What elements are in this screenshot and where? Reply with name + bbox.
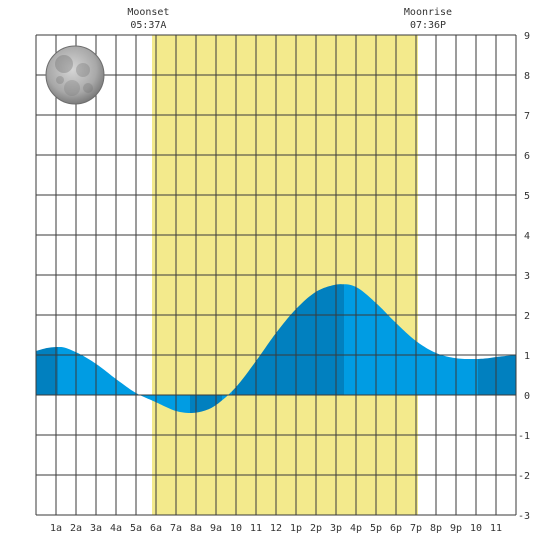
- annotation-label: Moonset: [127, 7, 169, 18]
- x-tick-label: 11: [250, 523, 262, 534]
- x-tick-label: 8a: [190, 523, 202, 534]
- y-tick-label: 6: [524, 151, 530, 162]
- x-tick-label: 4p: [350, 523, 362, 534]
- x-tick-label: 10: [470, 523, 482, 534]
- moon-crater: [56, 76, 64, 84]
- moon-phase-icon: [45, 45, 105, 105]
- moon-disc: [45, 45, 105, 105]
- x-tick-label: 5p: [370, 523, 382, 534]
- tide-area-segment: [36, 347, 58, 395]
- moon-crater: [83, 83, 93, 93]
- x-tick-label: 3a: [90, 523, 102, 534]
- moon-crater: [64, 80, 80, 96]
- y-tick-label: 8: [524, 71, 530, 82]
- x-tick-label: 6a: [150, 523, 162, 534]
- moon-annotations: Moonset 05:37A Moonrise 07:36P: [127, 7, 452, 31]
- y-tick-label: 1: [524, 351, 530, 362]
- y-tick-label: 3: [524, 271, 530, 282]
- tide-area-segment: [222, 391, 232, 401]
- y-tick-label: -3: [518, 511, 530, 522]
- annotation-time: 05:37A: [130, 20, 166, 31]
- tide-area-segment: [344, 284, 478, 395]
- grid-layer: [35, 34, 517, 516]
- y-tick-label: -2: [518, 471, 530, 482]
- x-tick-label: 2a: [70, 523, 82, 534]
- moon-crater: [76, 63, 90, 77]
- annotation-time: 07:36P: [410, 20, 446, 31]
- annotation-label: Moonrise: [404, 7, 452, 18]
- x-tick-label: 9a: [210, 523, 222, 534]
- moon-crater: [55, 55, 73, 73]
- tide-area-segment: [478, 355, 516, 395]
- x-tick-label: 2p: [310, 523, 322, 534]
- x-tick-label: 4a: [110, 523, 122, 534]
- x-tick-label: 1p: [290, 523, 302, 534]
- x-tick-label: 6p: [390, 523, 402, 534]
- y-tick-label: 4: [524, 231, 530, 242]
- x-tick-label: 10: [230, 523, 242, 534]
- y-tick-label: -1: [518, 431, 530, 442]
- y-tick-label: 0: [524, 391, 530, 402]
- tide-area-segment: [190, 395, 222, 413]
- tide-area-segment: [58, 347, 190, 413]
- x-tick-label: 7p: [410, 523, 422, 534]
- x-tick-label: 5a: [130, 523, 142, 534]
- y-tick-label: 5: [524, 191, 530, 202]
- x-tick-label: 3p: [330, 523, 342, 534]
- x-tick-label: 11: [490, 523, 502, 534]
- y-tick-label: 7: [524, 111, 530, 122]
- x-tick-label: 1a: [50, 523, 62, 534]
- x-axis-labels: 1a 2a 3a 4a 5a 6a 7a 8a 9a 10 11 12 1p 2p 3p 4p 5p 6p 7p 8p…: [50, 523, 502, 534]
- x-tick-label: 9p: [450, 523, 462, 534]
- x-tick-label: 12: [270, 523, 282, 534]
- x-tick-label: 8p: [430, 523, 442, 534]
- y-tick-label: 9: [524, 31, 530, 42]
- y-tick-label: 2: [524, 311, 530, 322]
- x-tick-label: 7a: [170, 523, 182, 534]
- y-axis-labels: -3 -2 -1 0 1 2 3 4 5 6 7 8 9: [518, 31, 530, 522]
